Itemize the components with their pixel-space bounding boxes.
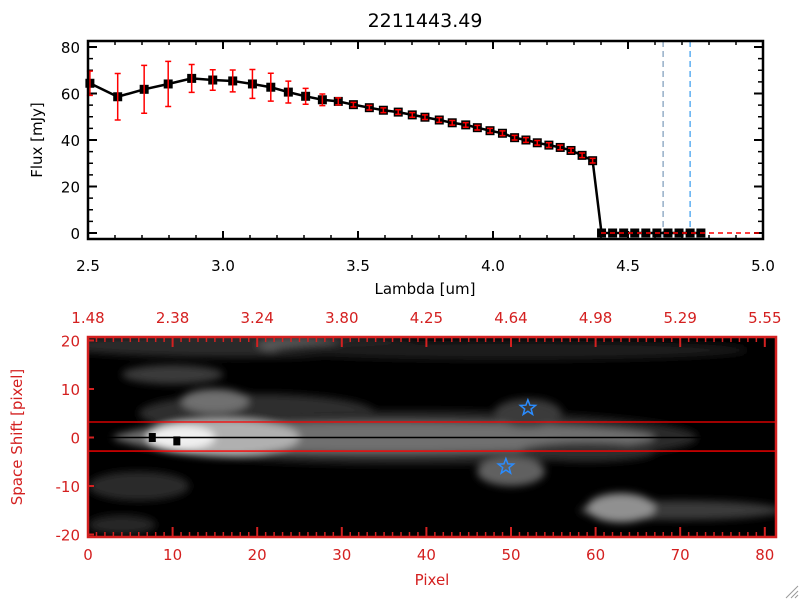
error-bar	[545, 142, 552, 149]
spectrum-plot: 2211443.49 Lambda [um] Flux [mJy] 2.5 3.0…	[28, 10, 775, 298]
y-tick-label: 20	[61, 179, 80, 197]
error-bar	[409, 111, 416, 118]
error-bar	[589, 157, 596, 164]
image-blob	[519, 442, 655, 462]
top-wavelength-label: 2.38	[156, 309, 189, 327]
y-tick-label: 60	[61, 86, 80, 104]
top-wavelength-label: 5.55	[748, 309, 781, 327]
y-tick-label: 0	[70, 225, 80, 243]
image-blob	[121, 364, 224, 385]
x-tick-label: 60	[586, 546, 605, 564]
x-tick-label: 50	[501, 546, 520, 564]
image-blob	[274, 340, 748, 360]
error-bar	[449, 119, 456, 126]
y-tick-label: 0	[70, 430, 80, 448]
error-bar	[499, 130, 506, 137]
data-point	[674, 228, 684, 238]
data-point	[641, 228, 651, 238]
error-bar	[141, 64, 148, 115]
x-tick-label: 20	[248, 546, 267, 564]
plot-frame	[86, 39, 765, 241]
x-tick-label: 3.0	[211, 257, 235, 275]
x-tick-label: 70	[671, 546, 690, 564]
y-tick-label: -20	[56, 527, 81, 545]
error-bar	[522, 136, 529, 144]
data-point	[685, 228, 695, 238]
x-tick-label: 10	[163, 546, 182, 564]
y-axis-label: Flux [mJy]	[28, 102, 46, 178]
error-bar	[557, 144, 564, 151]
error-bar	[335, 97, 342, 106]
error-bar	[350, 101, 357, 108]
image-blob	[587, 493, 655, 523]
top-wavelength-label: 4.25	[410, 309, 443, 327]
flux-line	[89, 77, 701, 235]
top-wavelength-label: 5.29	[663, 309, 696, 327]
image-blob	[88, 515, 156, 535]
resize-grip-icon[interactable]	[785, 585, 799, 599]
image-blob	[494, 398, 562, 428]
error-bar	[229, 69, 236, 93]
error-bar	[366, 104, 373, 111]
x-tick-label: 4.5	[616, 257, 640, 275]
chart-title: 2211443.49	[368, 10, 483, 32]
top-wavelength-label: 3.80	[325, 309, 358, 327]
error-bar	[395, 109, 402, 116]
error-bar	[474, 124, 481, 131]
error-bar	[462, 121, 469, 128]
error-bar	[421, 114, 428, 121]
error-bar	[319, 93, 326, 107]
star-icon	[496, 456, 516, 475]
image-blob	[88, 471, 190, 501]
error-bar	[249, 68, 256, 100]
error-bar	[568, 147, 575, 154]
spatial-image-plot: 0 1.48 10 2.38 20 3.24 30 3.80 40 4.25 50 4.64 60 4.9…	[8, 309, 782, 589]
x-tick-label: 2.5	[76, 257, 100, 275]
position-marker	[148, 433, 156, 442]
y-tick-label: -10	[56, 478, 81, 496]
x-tick-label: 4.0	[481, 257, 505, 275]
error-bar	[209, 69, 216, 91]
x-tick-label: 3.5	[346, 257, 370, 275]
error-bar	[114, 72, 121, 121]
error-bar	[487, 127, 494, 134]
x-tick-label: 40	[417, 546, 436, 564]
x-axis-label: Pixel	[415, 571, 450, 589]
x-tick-label: 80	[755, 546, 774, 564]
data-point	[630, 228, 640, 238]
x-axis-label: Lambda [um]	[375, 280, 476, 298]
y-tick-label: 40	[61, 132, 80, 150]
y-tick-label: 80	[61, 39, 80, 57]
top-wavelength-label: 4.98	[579, 309, 612, 327]
error-bar	[285, 80, 292, 104]
error-bar	[436, 116, 443, 124]
error-bar	[579, 152, 586, 159]
y-axis-label: Space Shift [pixel]	[8, 369, 26, 506]
y-tick-label: 10	[61, 381, 80, 399]
image-blob	[181, 389, 249, 414]
top-wavelength-label: 3.24	[240, 309, 273, 327]
error-bar	[511, 134, 518, 141]
image-blob	[477, 456, 545, 487]
x-tick-label: 30	[332, 546, 351, 564]
top-wavelength-label: 1.48	[71, 309, 104, 327]
y-tick-label: 20	[61, 333, 80, 351]
x-tick-label: 5.0	[751, 257, 775, 275]
top-wavelength-label: 4.64	[494, 309, 527, 327]
error-bar	[267, 72, 274, 102]
error-bar	[534, 139, 541, 146]
error-bar	[380, 107, 387, 114]
position-marker	[173, 436, 181, 446]
star-icon	[518, 397, 538, 417]
error-bar	[165, 60, 172, 108]
error-bar	[188, 63, 195, 94]
error-bar	[302, 87, 309, 105]
x-tick-label: 0	[83, 546, 93, 564]
